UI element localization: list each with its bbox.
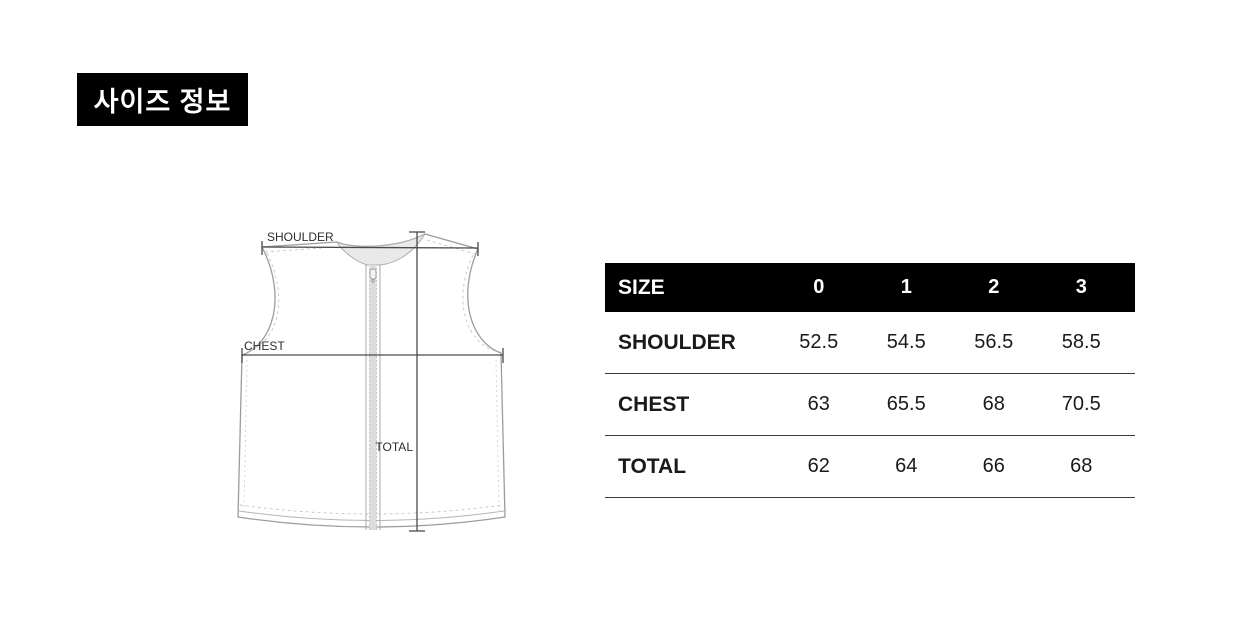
shoulder-measure-label: SHOULDER <box>267 230 334 244</box>
table-row-shoulder: SHOULDER 52.5 54.5 56.5 58.5 <box>605 312 1135 374</box>
size-table: SIZE 0 1 2 3 SHOULDER 52.5 54.5 56.5 58.… <box>605 263 1135 498</box>
vest-measurement-diagram: SHOULDER CHEST TOTAL <box>237 230 506 532</box>
left-side-stitch-line <box>243 359 248 513</box>
right-side-stitch-line <box>495 359 500 513</box>
size-column-header: 0 <box>813 276 825 298</box>
cell-value: 65.5 <box>886 393 926 415</box>
size-column-header: 1 <box>900 276 912 298</box>
cell-value: 68 <box>1070 455 1093 477</box>
cell-value: 56.5 <box>974 331 1014 353</box>
cell-value: 63 <box>807 393 830 415</box>
cell-value: 70.5 <box>1061 393 1101 415</box>
cell-value: 62 <box>807 455 830 477</box>
row-label: SHOULDER <box>618 330 736 354</box>
cell-value: 64 <box>895 455 918 477</box>
cell-value: 58.5 <box>1061 331 1101 353</box>
chest-measure-label: CHEST <box>244 339 285 353</box>
cell-value: 68 <box>982 393 1005 415</box>
zipper-pull <box>369 268 377 280</box>
size-column-header: 3 <box>1075 276 1087 298</box>
cell-value: 66 <box>982 455 1005 477</box>
table-row-chest: CHEST 63 65.5 68 70.5 <box>605 374 1135 436</box>
row-label: TOTAL <box>618 454 687 478</box>
vest-collar <box>335 233 426 266</box>
size-info-title-badge: 사이즈 정보 <box>77 73 248 126</box>
total-measure <box>409 231 425 532</box>
left-armhole-stitch-line <box>247 252 280 352</box>
vest-zipper <box>365 265 381 530</box>
total-measure-label: TOTAL <box>375 440 413 454</box>
table-row-total: TOTAL 62 64 66 68 <box>605 436 1135 498</box>
row-label: CHEST <box>618 392 690 416</box>
size-table-header-row: SIZE 0 1 2 3 <box>605 263 1135 312</box>
cell-value: 52.5 <box>799 331 839 353</box>
size-column-header: 2 <box>988 276 1000 298</box>
size-info-title-text: 사이즈 정보 <box>93 87 232 117</box>
chest-measure <box>241 348 504 363</box>
cell-value: 54.5 <box>886 331 926 353</box>
shoulder-measure <box>261 241 479 256</box>
right-shoulder-stitch-line <box>426 239 476 255</box>
size-table-header-label: SIZE <box>618 275 665 299</box>
